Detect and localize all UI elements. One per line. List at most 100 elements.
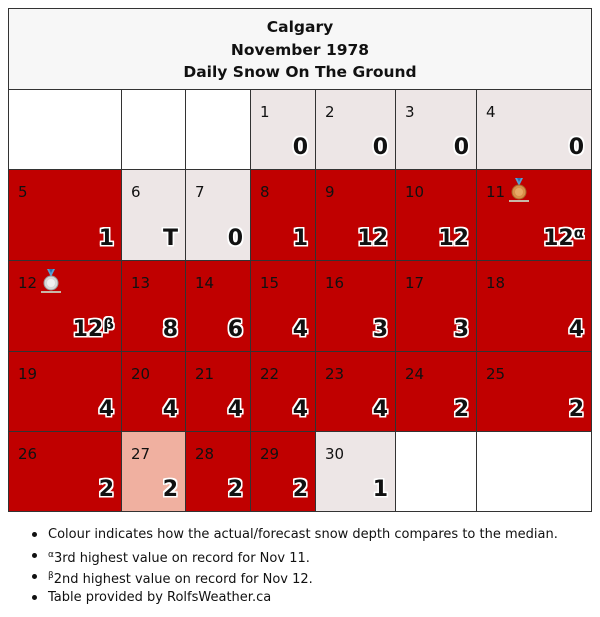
snow-depth-value: 6 [228,317,243,342]
snow-depth-value: 2 [293,477,308,502]
calendar-cell-day-11: 11 12α [477,170,591,261]
calendar-cell-day-30: 30 1 [316,432,396,511]
snow-depth-value: 3 [454,317,469,342]
snow-depth-value: 12α [543,224,584,251]
day-number: 14 [195,274,215,292]
record-mark: α [573,224,584,242]
day-number: 3 [405,103,415,121]
calendar-cell-day-12: 12 12β [9,261,122,352]
snow-depth-value: 2 [99,477,114,502]
snow-depth-value: 3 [373,317,388,342]
snow-depth-value: 0 [373,135,388,160]
snow-depth-number: 8 [162,317,178,342]
snow-depth-number: 0 [568,135,584,160]
snow-depth-value: 0 [569,135,584,160]
snow-depth-number: 4 [162,397,178,422]
day-number: 19 [18,365,38,383]
snow-depth-number: 3 [372,317,388,342]
note-colour: Colour indicates how the actual/forecast… [30,524,590,545]
day-number: 23 [325,365,345,383]
calendar-cell-day-26: 26 2 [9,432,122,511]
calendar-cell-day-20: 20 4 [122,352,186,432]
calendar-frame: Calgary November 1978 Daily Snow On The … [8,8,592,512]
snow-depth-number: 2 [568,397,584,422]
snow-depth-number: 4 [372,397,388,422]
snow-depth-value: 1 [99,226,114,251]
day-number: 30 [325,445,345,463]
day-number: 24 [405,365,425,383]
snow-depth-number: T [162,226,178,251]
snow-depth-number: 3 [453,317,469,342]
bronze-medal-icon [508,178,530,202]
snow-depth-number: 4 [227,397,243,422]
snow-depth-number: 0 [292,135,308,160]
calendar-cell-day-22: 22 4 [251,352,316,432]
note-beta: β2nd highest value on record for Nov 12. [30,566,590,587]
calendar-cell-empty [9,90,122,170]
day-number: 28 [195,445,215,463]
snow-depth-value: 1 [373,477,388,502]
day-number: 5 [18,183,28,201]
calendar-cell-day-14: 14 6 [186,261,251,352]
day-number: 17 [405,274,425,292]
day-number: 20 [131,365,151,383]
day-number: 1 [260,103,270,121]
snow-depth-number: 2 [98,477,114,502]
snow-depth-number: 4 [292,397,308,422]
snow-depth-number: 2 [292,477,308,502]
day-number: 22 [260,365,280,383]
snow-depth-value: 4 [228,397,243,422]
day-number: 4 [486,103,496,121]
snow-depth-value: 4 [293,397,308,422]
day-number: 9 [325,183,335,201]
snow-depth-number: 4 [98,397,114,422]
calendar-cell-day-13: 13 8 [122,261,186,352]
snow-depth-number: 12 [357,226,388,251]
calendar-cell-empty [186,90,251,170]
day-number: 10 [405,183,425,201]
snow-depth-number: 1 [292,226,308,251]
day-number: 21 [195,365,215,383]
snow-depth-value: 12 [357,226,388,251]
snow-depth-value: 0 [228,226,243,251]
snow-depth-value: 4 [293,317,308,342]
snow-depth-value: 2 [228,477,243,502]
calendar-cell-empty [396,432,477,511]
day-number: 2 [325,103,335,121]
calendar-cell-day-27: 27 2 [122,432,186,511]
snow-depth-value: 12 [438,226,469,251]
snow-depth-number: 1 [372,477,388,502]
day-number: 16 [325,274,345,292]
snow-depth-number: 2 [453,397,469,422]
note-provider: Table provided by RolfsWeather.ca [30,587,590,608]
city-title: Calgary [266,18,334,36]
day-number: 25 [486,365,506,383]
snow-depth-value: 4 [569,317,584,342]
calendar-cell-day-29: 29 2 [251,432,316,511]
notes-list: Colour indicates how the actual/forecast… [30,524,590,608]
note-alpha: α3rd highest value on record for Nov 11. [30,545,590,566]
snow-depth-number: 0 [372,135,388,160]
snow-depth-number: 2 [162,477,178,502]
snow-depth-number: 6 [227,317,243,342]
snow-depth-value: 0 [454,135,469,160]
snow-depth-number: 2 [227,477,243,502]
snow-depth-value: 4 [373,397,388,422]
note-beta-text: 2nd highest value on record for Nov 12. [53,572,313,587]
calendar-cell-empty [122,90,186,170]
snow-depth-number: 4 [568,317,584,342]
calendar-cell-day-16: 16 3 [316,261,396,352]
day-number: 6 [131,183,141,201]
snow-depth-number: 0 [453,135,469,160]
day-number: 27 [131,445,151,463]
calendar-cell-day-19: 19 4 [9,352,122,432]
day-number: 8 [260,183,270,201]
alpha-mark: α [48,550,54,560]
